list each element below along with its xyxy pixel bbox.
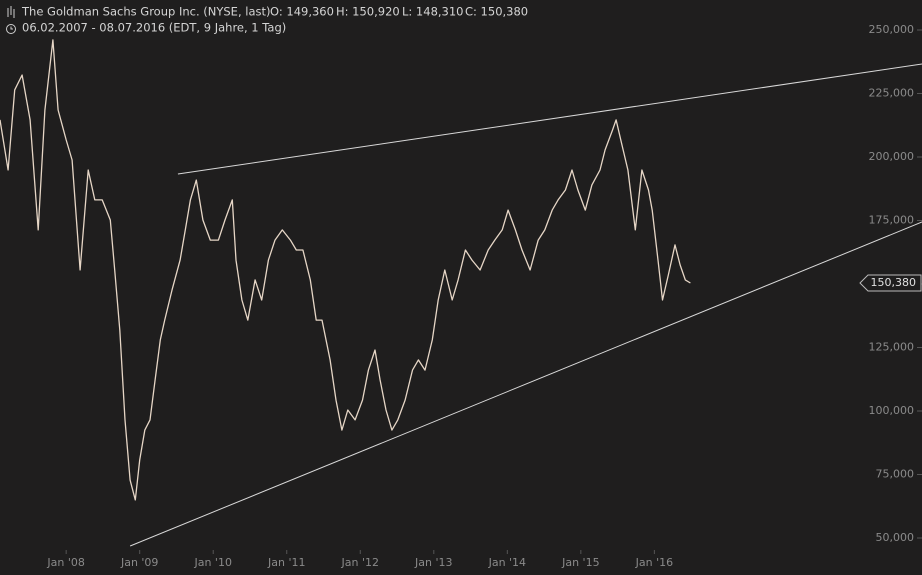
y-tick-label: 125,000 — [869, 341, 915, 354]
y-tick-label: 75,000 — [876, 468, 915, 481]
y-tick-label: 225,000 — [869, 87, 915, 100]
y-tick-label: 200,000 — [869, 150, 915, 163]
x-tick-label: Jan '09 — [120, 556, 158, 569]
chart-icon — [7, 6, 15, 18]
trend-line — [177, 63, 922, 175]
last-price-label: 150,380 — [871, 276, 917, 289]
y-tick-label: 250,000 — [869, 23, 915, 36]
y-tick-label: 50,000 — [876, 531, 915, 544]
ohlc-close: C: 150,380 — [465, 5, 528, 19]
x-tick-label: Jan '12 — [341, 556, 379, 569]
x-tick-label: Jan '14 — [488, 556, 526, 569]
clock-hands — [10, 26, 13, 30]
x-tick-label: Jan '08 — [46, 556, 84, 569]
ohlc-low: L: 148,310 — [402, 5, 464, 19]
x-tick-label: Jan '15 — [561, 556, 599, 569]
trend-line — [129, 221, 922, 547]
chart-title: The Goldman Sachs Group Inc. (NYSE, last… — [21, 5, 271, 19]
chart-subtitle: 06.02.2007 - 08.07.2016 (EDT, 9 Jahre, 1… — [22, 21, 286, 35]
last-price-marker — [859, 274, 922, 292]
clock-icon — [6, 24, 16, 34]
ohlc-high: H: 150,920 — [336, 5, 400, 19]
x-tick-label: Jan '11 — [267, 556, 305, 569]
ohlc-open: O: 149,360 — [270, 5, 334, 19]
y-tick-label: 100,000 — [869, 404, 915, 417]
price-line — [0, 39, 691, 501]
x-tick-label: Jan '16 — [635, 556, 673, 569]
x-tick-label: Jan '13 — [414, 556, 452, 569]
x-tick-label: Jan '10 — [193, 556, 231, 569]
y-tick-label: 175,000 — [869, 214, 915, 227]
